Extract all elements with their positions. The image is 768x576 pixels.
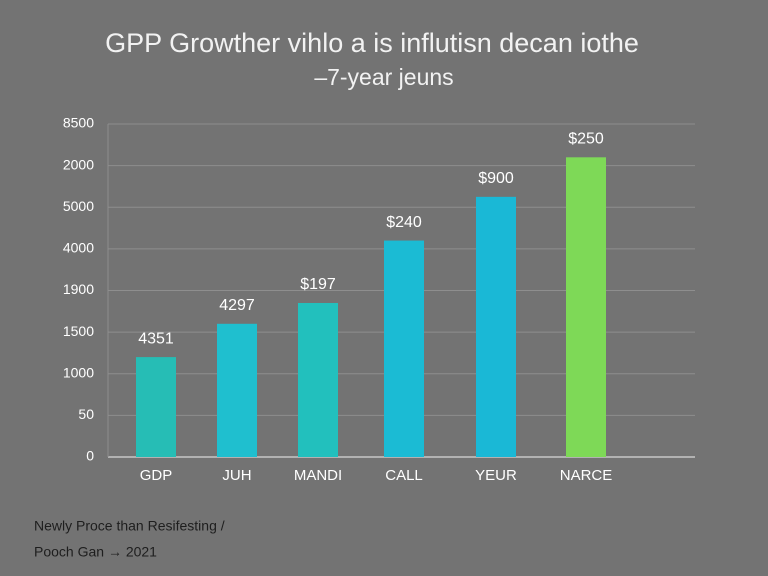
x-tick-label: JUH: [222, 467, 251, 484]
y-tick-label: 5000: [63, 198, 94, 214]
y-tick-label: 4000: [63, 240, 94, 256]
value-label: 4297: [219, 297, 255, 314]
bar: [566, 157, 606, 458]
value-label: 4351: [138, 330, 174, 347]
y-tick-label: 1000: [63, 364, 94, 380]
x-tick-label: YEUR: [475, 467, 517, 484]
y-tick-label: 1500: [63, 323, 94, 339]
bar: [384, 240, 424, 457]
bar: [476, 196, 516, 457]
y-tick-label: 0: [86, 448, 94, 464]
x-tick-label: GDP: [140, 467, 173, 484]
x-tick-label: CALL: [385, 467, 423, 484]
footnote: Pooch Gan → 2021: [34, 544, 157, 560]
y-tick-label: 1900: [63, 281, 94, 297]
chart-title: GPP Growther vihlo a is influtisn decan …: [105, 28, 639, 58]
value-label: $197: [300, 276, 336, 293]
x-tick-label: MANDI: [294, 467, 342, 484]
bar: [136, 357, 176, 457]
y-tick-label: 50: [78, 406, 94, 422]
y-tick-label: 8500: [63, 115, 94, 131]
value-label: $240: [386, 214, 422, 231]
x-tick-label: NARCE: [560, 467, 613, 484]
bar: [298, 302, 338, 457]
value-label: $250: [568, 131, 604, 148]
value-label: $900: [478, 170, 514, 187]
footnote: Newly Proce than Resifesting /: [34, 518, 225, 534]
bar: [217, 323, 257, 457]
chart-subtitle: –7-year jeuns: [314, 64, 453, 90]
y-tick-label: 2000: [63, 156, 94, 172]
